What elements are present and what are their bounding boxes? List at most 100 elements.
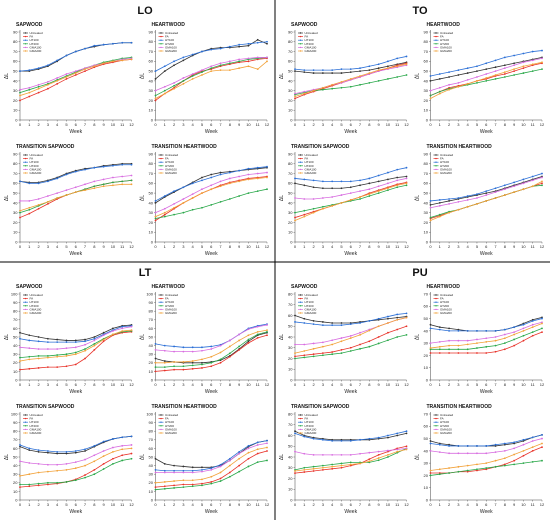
data-point: [210, 176, 213, 179]
data-point: [219, 351, 222, 354]
y-tick-label: 60: [149, 59, 154, 64]
data-point: [405, 316, 408, 319]
data-point: [37, 357, 40, 360]
data-point: [541, 184, 543, 187]
data-point: [405, 182, 408, 185]
data-point: [485, 68, 488, 71]
data-point: [531, 323, 534, 326]
data-point: [238, 349, 241, 351]
data-point: [312, 465, 315, 468]
data-point: [541, 321, 543, 324]
data-point: [368, 437, 371, 440]
data-point: [466, 339, 469, 342]
data-point: [476, 76, 478, 78]
y-tick-label: 40: [424, 328, 429, 333]
data-point: [28, 69, 31, 72]
data-point: [121, 436, 124, 439]
y-tick-label: 40: [424, 448, 429, 453]
y-tick-label: 50: [288, 69, 293, 74]
data-point: [201, 484, 203, 487]
data-point: [303, 209, 306, 212]
data-point: [485, 73, 488, 75]
data-point: [503, 333, 506, 336]
data-point: [84, 343, 86, 346]
data-point: [238, 470, 241, 473]
data-point: [182, 211, 185, 214]
data-point: [93, 187, 96, 190]
data-point: [405, 175, 408, 178]
x-tick-label: 6: [210, 122, 213, 127]
legend-marker: [299, 46, 302, 49]
data-point: [182, 82, 185, 85]
data-point: [173, 213, 175, 216]
data-point: [219, 64, 222, 67]
y-tick-label: 90: [424, 29, 429, 34]
data-point: [503, 342, 506, 345]
data-point: [19, 360, 21, 362]
data-point: [121, 163, 124, 166]
legend-marker: [24, 414, 27, 416]
y-tick-label: 40: [13, 463, 18, 468]
data-point: [121, 448, 124, 451]
data-point: [321, 464, 324, 467]
data-point: [256, 41, 259, 44]
data-point: [368, 69, 371, 72]
legend-marker: [160, 157, 162, 160]
data-point: [93, 336, 96, 338]
data-point: [368, 72, 371, 74]
y-tick-label: 70: [424, 411, 429, 416]
data-point: [19, 94, 21, 97]
data-point: [303, 69, 306, 72]
x-tick-label: 9: [378, 244, 381, 249]
data-point: [294, 70, 296, 73]
data-point: [121, 327, 124, 330]
data-point: [368, 193, 371, 195]
x-tick-label: 7: [84, 382, 87, 387]
y-tick-label: 40: [288, 200, 293, 205]
data-point: [228, 459, 231, 462]
data-point: [266, 324, 268, 326]
data-point: [541, 437, 543, 440]
y-tick-label: 0: [15, 239, 18, 244]
y-tick-label: 0: [426, 239, 429, 244]
legend-marker: [435, 165, 437, 167]
data-point: [494, 459, 497, 462]
legend-label: HT200: [30, 164, 39, 168]
data-point: [331, 187, 334, 190]
y-tick-label: 70: [288, 49, 293, 54]
data-point: [112, 60, 114, 63]
data-point: [201, 176, 203, 179]
x-tick-label: 4: [56, 502, 59, 507]
data-point: [513, 181, 516, 184]
y-tick-label: 40: [149, 343, 154, 348]
data-point: [522, 438, 525, 441]
panel-LT-transition-sapwood: TRANSITION SAPWOOD0102030405060708090100…: [4, 404, 134, 515]
data-point: [74, 461, 77, 464]
x-tick-label: 8: [368, 244, 371, 249]
y-tick-label: 20: [13, 220, 18, 225]
x-tick-label: 5: [201, 382, 204, 387]
data-point: [387, 453, 389, 456]
series-line-gma200: [430, 323, 543, 349]
data-point: [312, 179, 315, 182]
y-tick-label: 0: [290, 117, 293, 122]
x-tick-label: 9: [103, 382, 106, 387]
data-point: [28, 483, 31, 486]
y-tick-label: 10: [288, 230, 293, 235]
y-tick-label: 30: [149, 88, 154, 93]
data-point: [201, 192, 203, 195]
data-point: [503, 449, 506, 452]
data-point: [294, 321, 296, 323]
x-tick-label: 12: [265, 502, 270, 507]
data-point: [37, 207, 40, 210]
legend-label: HT200: [165, 424, 174, 428]
y-tick-label: 30: [424, 88, 429, 93]
data-point: [191, 193, 194, 195]
data-point: [173, 365, 175, 368]
data-point: [541, 331, 543, 333]
data-point: [485, 194, 488, 196]
data-point: [163, 92, 166, 95]
x-tick-label: 9: [513, 382, 516, 387]
